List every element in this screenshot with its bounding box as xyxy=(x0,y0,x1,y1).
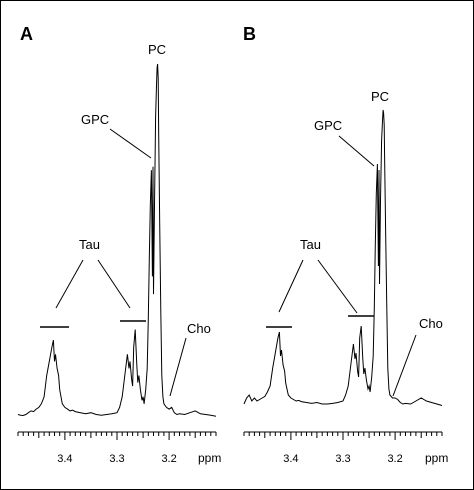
panel-a-spectrum-line xyxy=(17,63,217,417)
panel-a-cho-label: Cho xyxy=(187,321,211,336)
panel-a-tick-label: 3.4 xyxy=(57,453,72,465)
panel-a-tau-leader-left xyxy=(55,259,84,309)
panel-b-gpc-label: GPC xyxy=(314,118,342,133)
panel-b-x-axis-unit: ppm xyxy=(425,451,448,465)
panel-a-tick-label: 3.3 xyxy=(109,453,124,465)
panel-b-gpc-leader xyxy=(338,135,375,167)
panel-a-letter: A xyxy=(20,24,33,44)
panel-b-tau-leader-left xyxy=(278,259,304,313)
panel-b-tau-leader-right xyxy=(317,259,358,314)
panel-a-gpc-label: GPC xyxy=(81,112,109,127)
panel-a-ticks xyxy=(17,432,217,440)
panel-b-tick-label: 3.3 xyxy=(335,453,350,465)
panel-a-x-axis-unit: ppm xyxy=(198,451,221,465)
panel-b-letter: B xyxy=(243,24,256,44)
panel-a-tau-leader-right xyxy=(97,259,131,309)
panel-b-cho-leader xyxy=(392,334,417,397)
panel-b-tau-label: Tau xyxy=(300,237,321,252)
panel-a-tick-label: 3.2 xyxy=(161,453,176,465)
panel-a-cho-leader xyxy=(169,337,187,397)
panel-b-tick-label: 3.4 xyxy=(283,453,298,465)
panel-b-cho-label: Cho xyxy=(419,316,443,331)
panel-a-pc-label: PC xyxy=(148,42,166,57)
panel-b: B 3.4 3.3 3.2 ppm PC GPC Tau Cho xyxy=(243,24,448,465)
panel-b-pc-label: PC xyxy=(371,89,389,104)
panel-a-tau-label: Tau xyxy=(79,237,100,252)
panel-a: A 3.4 3.3 3.2 ppm PC GPC Tau Cho xyxy=(17,24,221,465)
panel-b-ticks xyxy=(243,432,443,440)
panel-a-gpc-leader xyxy=(109,128,152,159)
panel-b-spectrum-line xyxy=(243,109,443,406)
panel-b-tick-label: 3.2 xyxy=(387,453,402,465)
